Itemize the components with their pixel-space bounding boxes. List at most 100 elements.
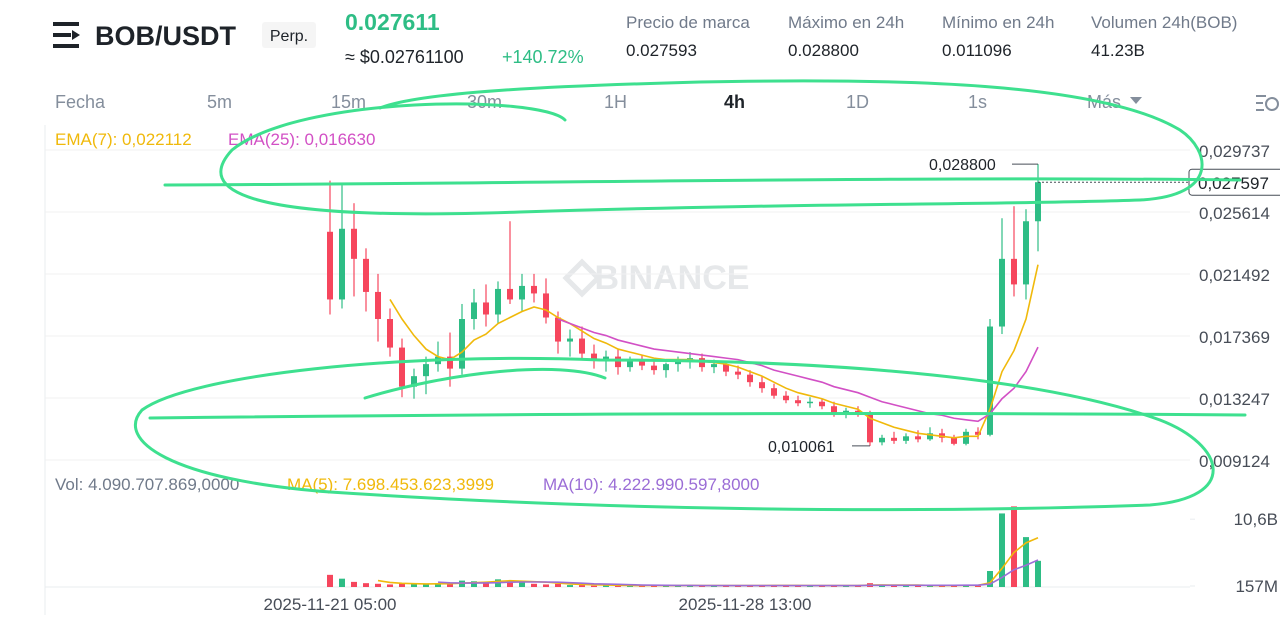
interval-tab[interactable]: 1D: [846, 92, 869, 112]
candle-body: [639, 361, 645, 366]
volume-bar: [519, 582, 525, 587]
candle-body: [735, 371, 741, 375]
y-tick-label: 0,013247: [1199, 390, 1270, 409]
candle-body: [783, 395, 789, 401]
watermark-logo: [562, 258, 602, 298]
candle-body: [591, 353, 597, 360]
interval-tab[interactable]: 4h: [724, 92, 745, 112]
volume-bar: [567, 585, 573, 587]
x-tick-label: 2025-11-28 13:00: [679, 595, 812, 614]
volume-bar: [615, 585, 621, 587]
stat-label: Volumen 24h(BOB): [1091, 13, 1237, 32]
stat-label: Mínimo en 24h: [942, 13, 1054, 32]
candle-body: [831, 406, 837, 414]
volume-bar: [339, 578, 345, 587]
candle-body: [975, 431, 981, 435]
volume-bar: [1023, 537, 1029, 587]
ema-legend: EMA(7): 0,022112: [55, 130, 192, 149]
ma-line: [377, 537, 1039, 587]
stat-value: 0.028800: [788, 41, 859, 60]
volume-bar: [423, 584, 429, 587]
candle-body: [375, 291, 381, 320]
volume-tick-label: 157M: [1235, 577, 1278, 596]
volume-bar: [999, 513, 1005, 587]
candle-body: [807, 401, 813, 404]
y-tick-label: 0,029737: [1199, 142, 1270, 161]
candle-body: [351, 228, 357, 259]
candle-body: [915, 436, 921, 440]
settings-icon[interactable]: [1256, 95, 1279, 111]
volume-bar: [411, 583, 417, 587]
candle-body: [627, 361, 633, 368]
change: +140.72%: [502, 47, 584, 67]
candle-body: [495, 288, 501, 315]
volume-bar: [975, 585, 981, 587]
candle-body: [819, 401, 825, 407]
candle-body: [519, 285, 525, 300]
y-tick-label: 0,025614: [1199, 204, 1270, 223]
candle-body: [795, 400, 801, 404]
volume-bar: [351, 581, 357, 587]
candle-body: [663, 364, 669, 371]
volume-bar: [579, 585, 585, 587]
volume-bar: [603, 585, 609, 587]
candle-body: [1011, 258, 1017, 285]
hand-annotations: [133, 79, 1247, 512]
candle-body: [963, 431, 969, 444]
candle-body: [951, 437, 957, 444]
y-tick-label: 0,017369: [1199, 328, 1270, 347]
candle-body: [867, 413, 873, 443]
candle-body: [747, 374, 753, 383]
ema-legend: EMA(25): 0,016630: [228, 130, 375, 149]
volume-bar: [447, 583, 453, 587]
candle-body: [1023, 221, 1029, 285]
candle-body: [879, 437, 885, 443]
candle-body: [459, 319, 465, 369]
candle-body: [387, 319, 393, 348]
ma-line: [437, 559, 1039, 587]
candle-body: [327, 231, 333, 300]
volume-bar: [399, 583, 405, 587]
candle-body: [567, 338, 573, 342]
volume-bar: [435, 583, 441, 587]
interval-tab[interactable]: 5m: [207, 92, 232, 112]
stat-value: 41.23B: [1091, 41, 1145, 60]
high-marker-label: 0,028800: [929, 157, 996, 174]
volume-tick-label: 10,6B: [1234, 510, 1278, 529]
volume-bar: [783, 585, 789, 587]
candle-body: [447, 356, 453, 369]
menu-icon[interactable]: [53, 22, 80, 48]
volume-bar: [591, 585, 597, 587]
candle-body: [903, 436, 909, 441]
candle-body: [603, 356, 609, 360]
interval-tab[interactable]: Fecha: [55, 92, 106, 112]
volume-bar: [531, 583, 537, 587]
interval-tab[interactable]: 30m: [467, 92, 502, 112]
candle-body: [483, 302, 489, 315]
candle-body: [471, 302, 477, 320]
stat-label: Precio de marca: [626, 13, 750, 32]
interval-tab[interactable]: 1s: [968, 92, 987, 112]
stat-value: 0.011096: [942, 41, 1012, 60]
volume-bar: [363, 583, 369, 587]
candle-body: [531, 285, 537, 294]
volume-bar: [795, 585, 801, 587]
symbol[interactable]: BOB/USDT: [95, 21, 237, 51]
interval-tab[interactable]: 15m: [331, 92, 366, 112]
stat-value: 0.027593: [626, 41, 697, 60]
candle-body: [363, 258, 369, 292]
stat-label: Máximo en 24h: [788, 13, 904, 32]
candle-body: [927, 433, 933, 440]
interval-tab[interactable]: 1H: [604, 92, 627, 112]
watermark: BINANCE: [595, 259, 750, 297]
volume-bar: [507, 580, 513, 587]
candle-body: [543, 293, 549, 318]
volume-bar: [375, 583, 381, 587]
volume-bar: [327, 574, 333, 587]
candle-body: [339, 228, 345, 300]
volume-bar: [627, 585, 633, 587]
candle-body: [723, 364, 729, 372]
dropdown-arrow[interactable]: [1130, 97, 1142, 104]
contract: Perp.: [270, 28, 308, 45]
